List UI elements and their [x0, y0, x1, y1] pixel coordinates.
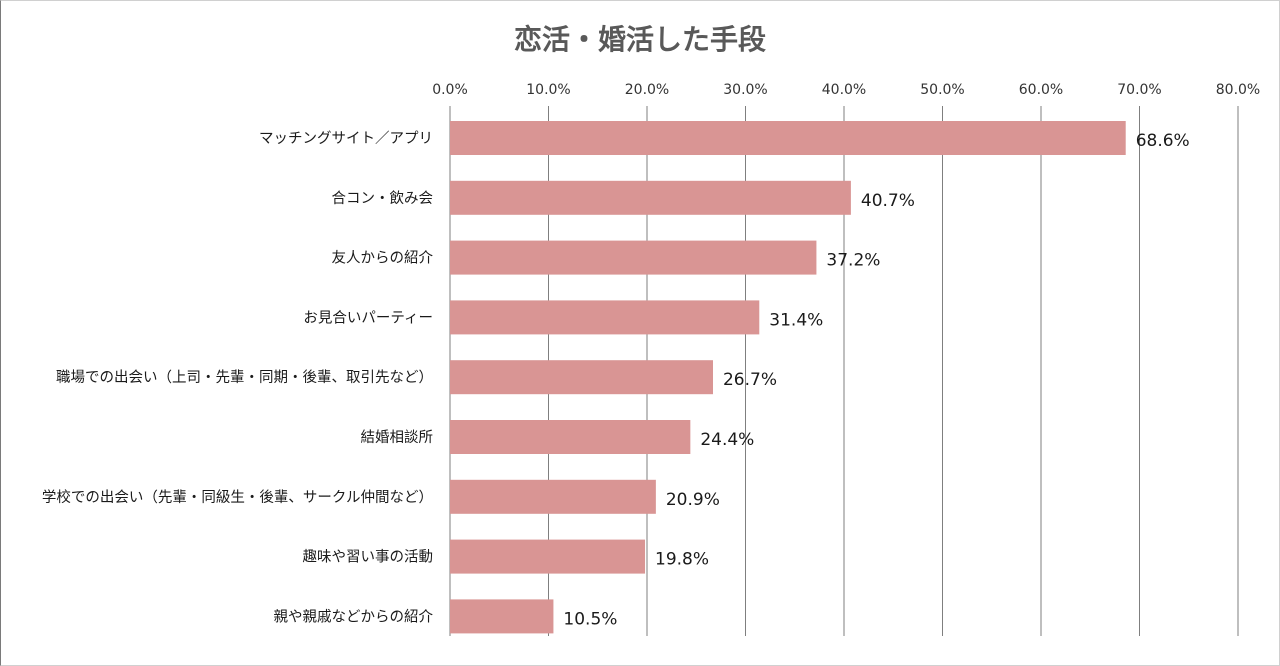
category-labels: マッチングサイト／アプリ合コン・飲み会友人からの紹介お見合いパーティー職場での出…	[42, 130, 434, 625]
data-label: 40.7%	[861, 191, 915, 211]
category-label: お見合いパーティー	[303, 309, 433, 326]
x-tick-label: 0.0%	[432, 82, 468, 98]
chart-title: 恋活・婚活した手段	[0, 18, 1280, 58]
category-label: 親や親戚などからの紹介	[274, 608, 434, 625]
category-label: 趣味や習い事の活動	[303, 549, 434, 566]
data-label: 31.4%	[769, 310, 823, 330]
bar	[450, 300, 760, 335]
category-label: 合コン・飲み会	[332, 190, 434, 207]
data-label: 24.4%	[700, 430, 754, 450]
x-tick-label: 10.0%	[526, 82, 570, 98]
bar	[450, 539, 646, 574]
data-label: 37.2%	[826, 251, 880, 271]
bar	[450, 479, 656, 514]
x-tick-label: 30.0%	[723, 82, 767, 98]
x-tick-label: 50.0%	[920, 82, 964, 98]
x-tick-label: 20.0%	[625, 82, 669, 98]
bar	[450, 180, 851, 215]
data-label: 20.9%	[666, 490, 720, 510]
data-labels: 68.6% 40.7% 37.2% 31.4% 26.7% 24.4% 20.9% 19.8%…	[563, 131, 1189, 629]
bar	[450, 599, 554, 634]
bar	[450, 121, 1126, 155]
x-tick-label: 60.0%	[1019, 82, 1063, 98]
category-label: マッチングサイト／アプリ	[259, 130, 433, 147]
x-tick-label: 40.0%	[822, 82, 866, 98]
data-label: 10.5%	[563, 609, 617, 629]
data-label: 68.6%	[1136, 131, 1190, 151]
x-axis-ticks: 0.0% 10.0% 20.0% 30.0% 40.0% 50.0% 60.0% 70.0% 8…	[432, 82, 1260, 98]
x-tick-label: 70.0%	[1117, 82, 1161, 98]
category-label: 学校での出会い（先輩・同級生・後輩、サークル仲間など）	[42, 489, 433, 506]
category-label: 結婚相談所	[361, 429, 434, 446]
bar	[450, 240, 817, 275]
data-label: 19.8%	[655, 550, 709, 570]
bars	[450, 121, 1126, 634]
bar	[450, 360, 713, 395]
data-label: 26.7%	[723, 370, 777, 390]
chart-title-text: 恋活・婚活した手段	[513, 23, 766, 56]
category-label: 友人からの紹介	[332, 250, 434, 267]
bar	[450, 420, 691, 454]
category-label: 職場での出会い（上司・先輩・同期・後輩、取引先など）	[56, 369, 433, 386]
x-tick-label: 80.0%	[1216, 82, 1260, 98]
